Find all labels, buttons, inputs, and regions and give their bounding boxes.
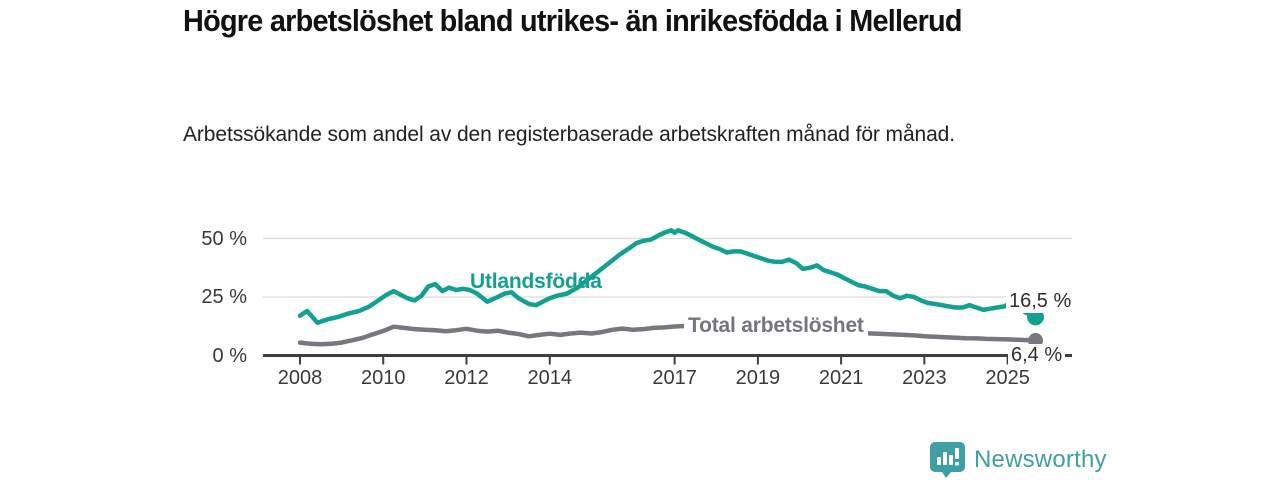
end-value-label-utlandsfodda: 16,5 % [1006, 290, 1075, 313]
y-axis-tick-label: 25 % [201, 286, 247, 308]
x-axis-tick-label: 2021 [818, 366, 864, 389]
x-axis-tick-label: 2025 [985, 366, 1030, 389]
series-label-utlandsfodda: Utlandsfödda [470, 270, 602, 293]
end-value-label-total: 6,4 % [1008, 344, 1066, 367]
series-label-total-arbetsloshet: Total arbetslöshet [684, 314, 868, 338]
x-axis-tick-label: 2008 [277, 366, 323, 389]
series-line-1 [297, 323, 1038, 347]
newsworthy-brand: Newsworthy [929, 441, 1107, 479]
page-subtitle: Arbetssökande som andel av den registerb… [183, 123, 955, 146]
x-axis-tick-label: 2012 [444, 366, 489, 389]
y-axis-tick-label: 50 % [201, 227, 247, 250]
newsworthy-logo-icon [930, 442, 965, 478]
x-axis-tick-label: 2010 [361, 366, 406, 389]
x-axis-tick-label: 2014 [527, 366, 573, 389]
page-title: Högre arbetslöshet bland utrikes- än inr… [183, 3, 963, 38]
x-axis-tick-label: 2023 [902, 366, 947, 389]
series-line-0 [297, 228, 1038, 325]
brand-name: Newsworthy [974, 446, 1107, 473]
x-axis-tick-label: 2019 [735, 366, 781, 389]
x-axis-tick-label: 2017 [652, 366, 697, 389]
y-axis-tick-label: 0 % [212, 344, 247, 367]
